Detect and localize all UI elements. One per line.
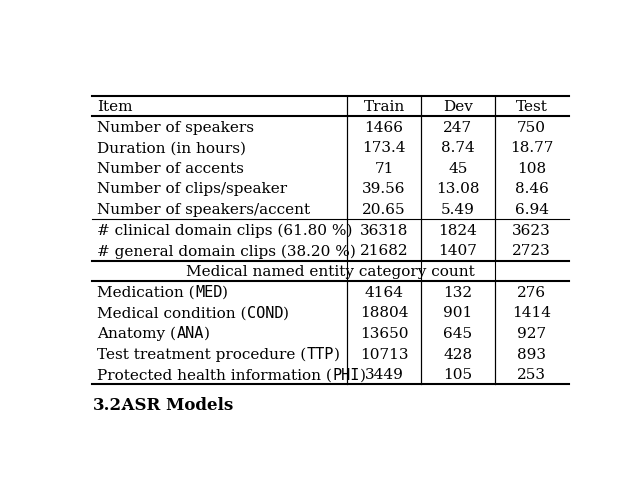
Text: Test treatment procedure (: Test treatment procedure ( xyxy=(97,347,307,361)
Text: 750: 750 xyxy=(517,120,546,134)
Text: 39.56: 39.56 xyxy=(362,182,406,196)
Text: 247: 247 xyxy=(444,120,472,134)
Text: 71: 71 xyxy=(374,161,394,176)
Text: # general domain clips (38.20 %): # general domain clips (38.20 %) xyxy=(97,244,356,258)
Text: 927: 927 xyxy=(517,326,546,340)
Text: ): ) xyxy=(284,306,289,320)
Text: Number of accents: Number of accents xyxy=(97,161,244,176)
Text: 105: 105 xyxy=(444,367,472,382)
Text: PHI: PHI xyxy=(332,367,360,382)
Text: 132: 132 xyxy=(444,285,472,299)
Text: Protected health information (: Protected health information ( xyxy=(97,367,332,382)
Text: 2723: 2723 xyxy=(512,244,551,258)
Text: 276: 276 xyxy=(517,285,546,299)
Text: 6.94: 6.94 xyxy=(515,203,548,216)
Text: 901: 901 xyxy=(444,306,472,320)
Text: 13650: 13650 xyxy=(360,326,408,340)
Text: COND: COND xyxy=(247,305,284,320)
Text: 5.49: 5.49 xyxy=(441,203,475,216)
Text: Figure 2 ...: Figure 2 ... xyxy=(92,77,170,91)
Text: MED: MED xyxy=(195,285,222,300)
Text: 645: 645 xyxy=(444,326,472,340)
Text: ANA: ANA xyxy=(177,326,204,341)
Text: 1824: 1824 xyxy=(438,223,477,237)
Text: 36318: 36318 xyxy=(360,223,408,237)
Text: ): ) xyxy=(222,285,228,299)
Text: ASR Models: ASR Models xyxy=(110,396,234,413)
Text: 1407: 1407 xyxy=(438,244,477,258)
Text: Medication (: Medication ( xyxy=(97,285,195,299)
Text: 3623: 3623 xyxy=(512,223,551,237)
Text: 18.77: 18.77 xyxy=(510,141,554,155)
Text: 3.2.: 3.2. xyxy=(92,396,127,413)
Text: 428: 428 xyxy=(444,347,472,361)
Text: 253: 253 xyxy=(517,367,546,382)
Text: 8.74: 8.74 xyxy=(441,141,475,155)
Text: 8.46: 8.46 xyxy=(515,182,548,196)
Text: Number of speakers/accent: Number of speakers/accent xyxy=(97,203,310,216)
Text: Item: Item xyxy=(97,100,133,114)
Text: 3449: 3449 xyxy=(365,367,403,382)
Text: 1466: 1466 xyxy=(365,120,404,134)
Text: Duration (in hours): Duration (in hours) xyxy=(97,141,246,155)
Text: 45: 45 xyxy=(448,161,468,176)
Text: Dev: Dev xyxy=(443,100,473,114)
Text: 18804: 18804 xyxy=(360,306,408,320)
Text: Number of clips/speaker: Number of clips/speaker xyxy=(97,182,287,196)
Text: Test: Test xyxy=(516,100,548,114)
Text: 893: 893 xyxy=(517,347,546,361)
Text: 20.65: 20.65 xyxy=(362,203,406,216)
Text: Train: Train xyxy=(364,100,404,114)
Text: 108: 108 xyxy=(517,161,546,176)
Text: 1414: 1414 xyxy=(512,306,551,320)
Text: 21682: 21682 xyxy=(360,244,408,258)
Text: 173.4: 173.4 xyxy=(362,141,406,155)
Text: Number of speakers: Number of speakers xyxy=(97,120,254,134)
Text: Medical named entity category count: Medical named entity category count xyxy=(186,264,475,278)
Text: ): ) xyxy=(204,326,210,340)
Text: 4164: 4164 xyxy=(365,285,404,299)
Text: ): ) xyxy=(334,347,340,361)
Text: Anatomy (: Anatomy ( xyxy=(97,326,177,340)
Text: Medical condition (: Medical condition ( xyxy=(97,306,247,320)
Text: 10713: 10713 xyxy=(360,347,408,361)
Text: ): ) xyxy=(360,367,365,382)
Text: TTP: TTP xyxy=(307,347,334,361)
Text: # clinical domain clips (61.80 %): # clinical domain clips (61.80 %) xyxy=(97,223,353,238)
Text: 13.08: 13.08 xyxy=(436,182,479,196)
